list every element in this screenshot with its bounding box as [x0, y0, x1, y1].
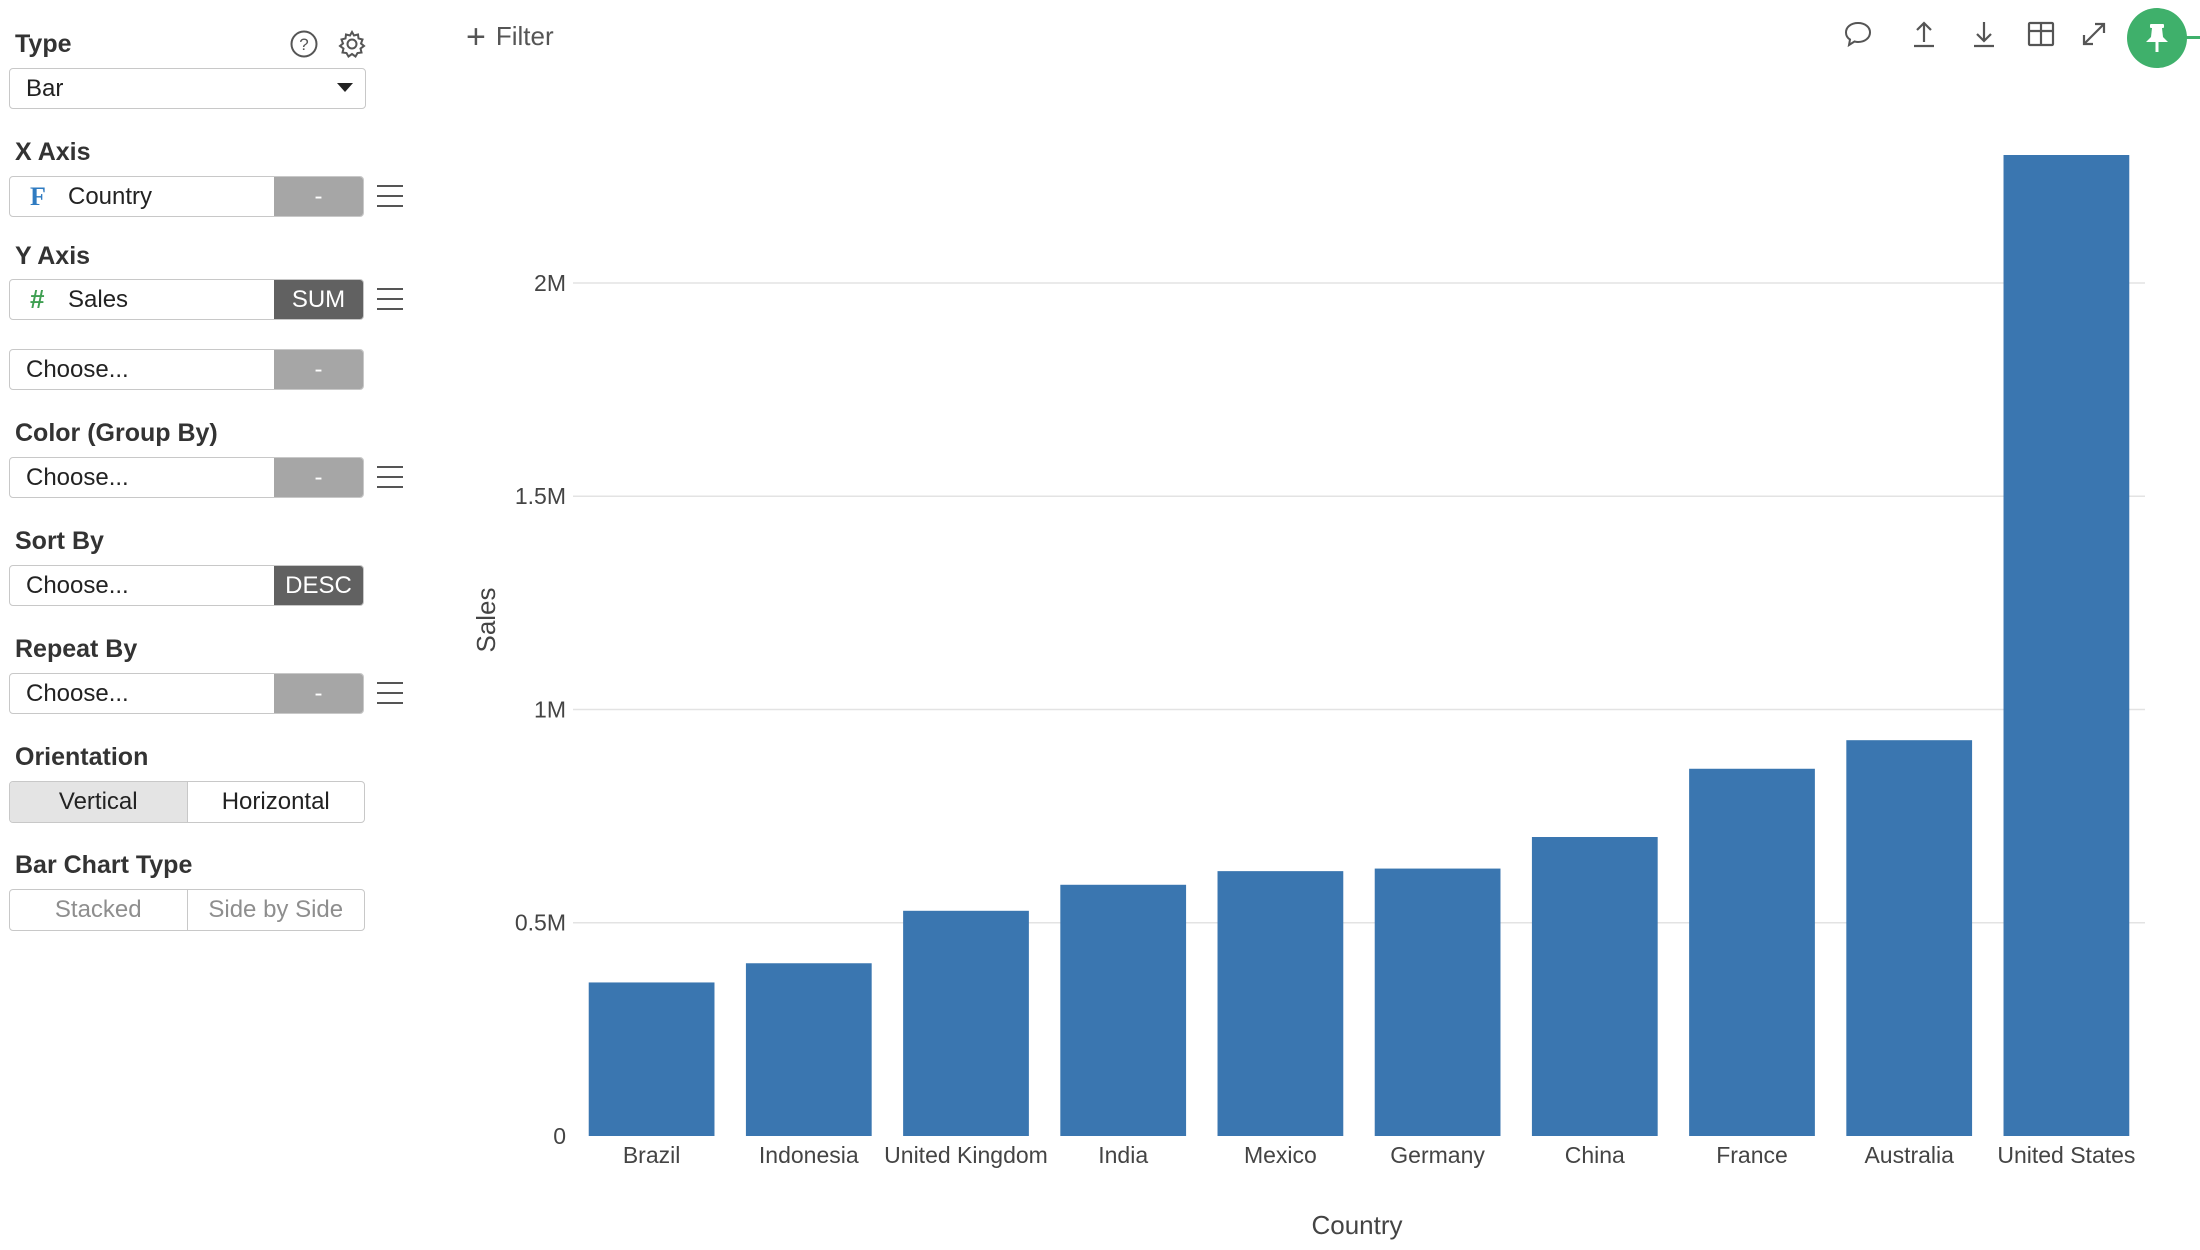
x-tick-label: United Kingdom	[884, 1142, 1048, 1168]
repeat-agg-button[interactable]: -	[274, 674, 363, 713]
upload-icon[interactable]	[1908, 18, 1940, 50]
orientation-toggle: Vertical Horizontal	[9, 781, 365, 823]
pin-connector	[2185, 36, 2200, 39]
bar-china[interactable]	[1531, 837, 1658, 1136]
x-axis-title: Country	[1311, 1210, 1402, 1240]
color-field[interactable]: Choose... -	[9, 457, 364, 498]
orientation-horizontal-option[interactable]: Horizontal	[186, 782, 365, 822]
repeat-placeholder: Choose...	[26, 680, 129, 707]
y-axis-extra-agg-button[interactable]: -	[274, 350, 363, 389]
x-axis-field[interactable]: F Country -	[9, 176, 364, 217]
x-tick-label: China	[1565, 1142, 1625, 1168]
bar-australia[interactable]	[1846, 740, 1973, 1136]
y-tick-label: 1M	[534, 696, 566, 722]
sort-placeholder: Choose...	[26, 572, 129, 599]
bar-chart-type-label: Bar Chart Type	[15, 851, 193, 879]
x-tick-label: Brazil	[623, 1142, 681, 1168]
x-axis-field-name: Country	[68, 183, 153, 210]
repeat-label: Repeat By	[15, 635, 138, 663]
bar-type-stacked-option[interactable]: Stacked	[54, 896, 142, 923]
color-label: Color (Group By)	[15, 419, 218, 447]
y-tick-label: 2M	[534, 270, 566, 296]
factor-icon: F	[30, 182, 46, 211]
x-axis-label: X Axis	[15, 138, 91, 166]
x-tick-label: Indonesia	[759, 1142, 859, 1168]
bar-france[interactable]	[1689, 768, 1815, 1136]
sort-order-button[interactable]: DESC	[274, 566, 363, 605]
help-icon[interactable]: ?	[289, 29, 319, 59]
bar-chart-type-toggle: Stacked Side by Side	[9, 889, 365, 931]
download-icon[interactable]	[1968, 18, 2000, 50]
color-placeholder: Choose...	[26, 464, 129, 491]
x-tick-label: Germany	[1390, 1142, 1485, 1168]
gear-icon[interactable]	[337, 29, 367, 59]
repeat-menu-icon[interactable]	[377, 682, 403, 704]
sort-label: Sort By	[15, 527, 104, 555]
plus-icon: +	[466, 18, 486, 56]
orientation-label: Orientation	[15, 743, 149, 771]
y-tick-label: 0.5M	[515, 910, 566, 936]
filter-label: Filter	[495, 21, 554, 51]
bar-united-kingdom[interactable]	[903, 910, 1029, 1136]
x-tick-label: Australia	[1864, 1142, 1954, 1168]
bar-brazil[interactable]	[588, 982, 715, 1136]
orientation-vertical-option[interactable]: Vertical	[10, 782, 187, 822]
y-axis-menu-icon[interactable]	[377, 288, 403, 310]
type-label: Type	[15, 30, 72, 58]
bar-indonesia[interactable]	[745, 963, 872, 1136]
table-icon[interactable]	[2025, 18, 2057, 50]
bar-united-states[interactable]	[2003, 155, 2130, 1136]
color-agg-button[interactable]: -	[274, 458, 363, 497]
x-tick-label: India	[1098, 1142, 1148, 1168]
y-axis-field[interactable]: # Sales SUM	[9, 279, 364, 320]
x-axis-agg-button[interactable]: -	[274, 177, 363, 216]
y-tick-label: 0	[553, 1123, 566, 1149]
y-axis-extra-field[interactable]: Choose... -	[9, 349, 364, 390]
y-axis-label: Y Axis	[15, 242, 91, 270]
pin-icon	[2146, 24, 2168, 52]
x-tick-label: Mexico	[1244, 1142, 1317, 1168]
x-tick-label: United States	[1997, 1142, 2135, 1168]
add-filter-button[interactable]: + Filter	[466, 18, 554, 58]
x-axis-menu-icon[interactable]	[377, 185, 403, 207]
bar-mexico[interactable]	[1217, 871, 1344, 1136]
pin-button[interactable]	[2127, 8, 2187, 68]
bar-type-side-by-side-option[interactable]: Side by Side	[186, 890, 365, 930]
sort-field[interactable]: Choose... DESC	[9, 565, 364, 606]
comment-icon[interactable]	[1842, 18, 1874, 50]
type-select[interactable]: Bar	[9, 68, 366, 109]
y-tick-label: 1.5M	[515, 483, 566, 509]
expand-icon[interactable]	[2078, 18, 2110, 50]
numeric-icon: #	[30, 284, 45, 314]
bar-india[interactable]	[1060, 884, 1187, 1136]
bar-germany[interactable]	[1374, 868, 1501, 1136]
y-axis-title: Sales	[471, 587, 501, 652]
type-select-value: Bar	[26, 75, 64, 102]
caret-down-icon	[337, 83, 353, 92]
y-axis-agg-button[interactable]: SUM	[274, 280, 363, 319]
chart-settings-panel: Type ? Bar X Axis F Country - Y Axis # S…	[0, 0, 420, 1250]
svg-text:?: ?	[299, 35, 308, 54]
repeat-field[interactable]: Choose... -	[9, 673, 364, 714]
y-axis-field-name: Sales	[68, 286, 129, 313]
y-axis-extra-placeholder: Choose...	[26, 356, 129, 383]
color-menu-icon[interactable]	[377, 466, 403, 488]
x-tick-label: France	[1716, 1142, 1788, 1168]
